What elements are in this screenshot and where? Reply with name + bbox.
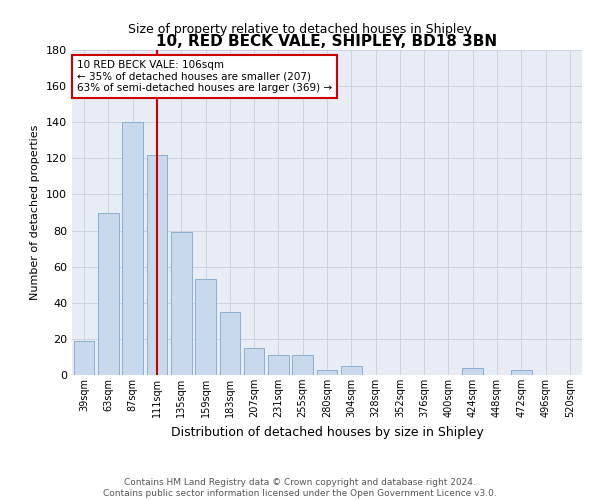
Bar <box>74 340 94 375</box>
Bar <box>292 355 313 375</box>
Bar <box>195 280 216 375</box>
Text: 10 RED BECK VALE: 106sqm
← 35% of detached houses are smaller (207)
63% of semi-: 10 RED BECK VALE: 106sqm ← 35% of detach… <box>77 60 332 93</box>
Bar <box>268 355 289 375</box>
X-axis label: Distribution of detached houses by size in Shipley: Distribution of detached houses by size … <box>170 426 484 438</box>
Bar <box>98 212 119 375</box>
Bar <box>317 370 337 375</box>
Bar <box>146 154 167 375</box>
Bar <box>171 232 191 375</box>
Bar <box>511 370 532 375</box>
Bar <box>122 122 143 375</box>
Title: 10, RED BECK VALE, SHIPLEY, BD18 3BN: 10, RED BECK VALE, SHIPLEY, BD18 3BN <box>157 34 497 49</box>
Bar <box>220 312 240 375</box>
Bar <box>341 366 362 375</box>
Bar <box>244 348 265 375</box>
Bar <box>463 368 483 375</box>
Y-axis label: Number of detached properties: Number of detached properties <box>31 125 40 300</box>
Text: Size of property relative to detached houses in Shipley: Size of property relative to detached ho… <box>128 22 472 36</box>
Text: Contains HM Land Registry data © Crown copyright and database right 2024.
Contai: Contains HM Land Registry data © Crown c… <box>103 478 497 498</box>
